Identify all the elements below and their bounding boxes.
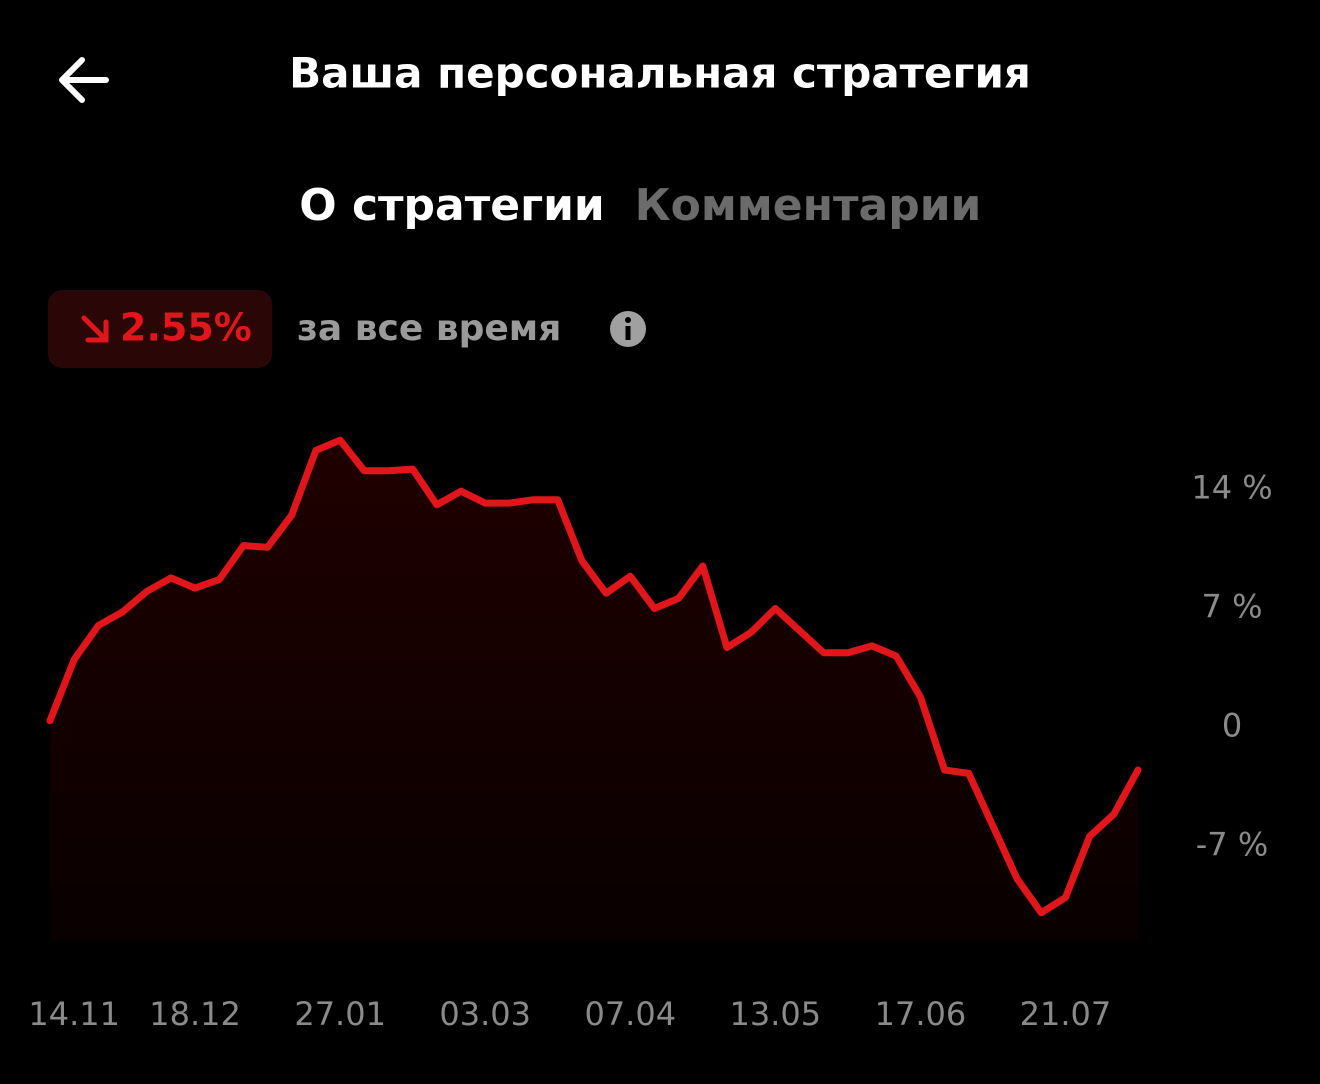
- x-tick-label: 14.11: [28, 995, 120, 1033]
- info-icon[interactable]: [610, 311, 646, 347]
- chart: 14 % 7 % 0 -7 % 14.11 18.12 27.01 03.03 07.04 13.…: [28, 436, 1273, 1033]
- y-tick-label: 14 %: [1191, 469, 1272, 507]
- y-tick-label: -7 %: [1196, 826, 1268, 864]
- performance-badge: [48, 290, 272, 368]
- x-tick-label: 07.04: [584, 995, 676, 1033]
- performance-caption: за все время: [297, 308, 561, 349]
- x-tick-label: 21.07: [1020, 995, 1112, 1033]
- y-tick-label: 7 %: [1202, 588, 1263, 626]
- down-arrow-icon: [81, 315, 109, 343]
- line: [46, 436, 1142, 917]
- x-tick-label: 17.06: [875, 995, 967, 1033]
- y-tick-label: 0: [1222, 707, 1242, 745]
- x-tick-label: 18.12: [149, 995, 241, 1033]
- back-button[interactable]: [59, 57, 109, 103]
- back-arrow[interactable]: [59, 57, 109, 103]
- performance-value: 2.55%: [120, 306, 252, 350]
- x-tick-label: 13.05: [730, 995, 822, 1033]
- line-area: [50, 440, 1138, 940]
- tab[interactable]: Комментарии: [635, 180, 982, 231]
- x-tick-label: 27.01: [294, 995, 386, 1033]
- x-tick-label: 03.03: [439, 995, 531, 1033]
- tab[interactable]: О стратегии: [299, 180, 605, 231]
- info-stem[interactable]: [625, 326, 631, 340]
- info-dot[interactable]: [625, 317, 631, 323]
- header-title: Ваша персональная стратегия: [289, 49, 1031, 98]
